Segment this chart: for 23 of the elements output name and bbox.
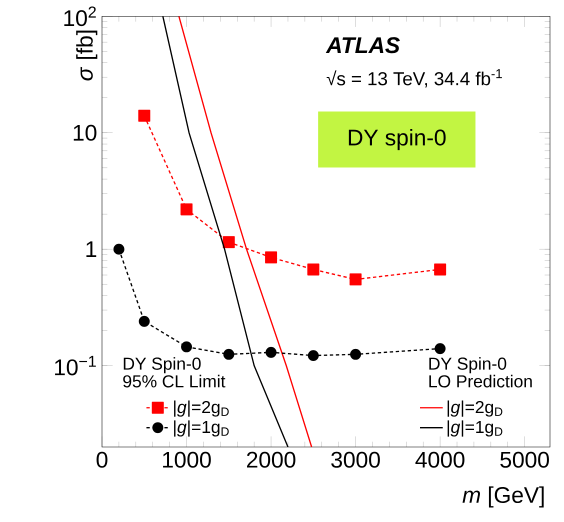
annotation: LO Prediction — [429, 374, 532, 388]
annotation: DY spin-0 — [348, 128, 446, 150]
legend-label: |g|=2g$_{D}$ — [448, 400, 502, 417]
x-tick-label: 3000 — [331, 452, 380, 468]
legend-label: |g|=1g$_{D}$ — [448, 420, 502, 437]
x-tick-label: 4000 — [415, 452, 464, 468]
annotation: ATLAS — [326, 37, 400, 54]
y-tick-label: 10$^{2}$ — [64, 6, 96, 26]
legend-label: |g|=1g$_{D}$ — [174, 420, 229, 437]
legend-label: |g|=2g$_{D}$ — [174, 400, 229, 417]
x-tick-label: 2000 — [246, 452, 296, 468]
y-tick-label: 10$^{−1}$ — [55, 356, 96, 376]
x-tick-label: 0 — [96, 452, 108, 468]
annotation: 95% CL Limit — [123, 374, 226, 388]
x-axis-title: m [GeV] — [462, 486, 544, 508]
x-tick-label: 1000 — [163, 452, 211, 468]
annotation: √s = 13 TeV, 34.4 fb$^{-1}$ — [326, 69, 502, 88]
x-tick-label: 5000 — [500, 452, 549, 468]
y-tick-label: 10 — [74, 124, 96, 141]
y-tick-label: 1 — [86, 241, 96, 257]
y-axis-title: σ [fb] — [76, 30, 98, 80]
annotation: DY Spin-0 — [429, 357, 506, 374]
annotation: DY Spin-0 — [124, 357, 201, 374]
